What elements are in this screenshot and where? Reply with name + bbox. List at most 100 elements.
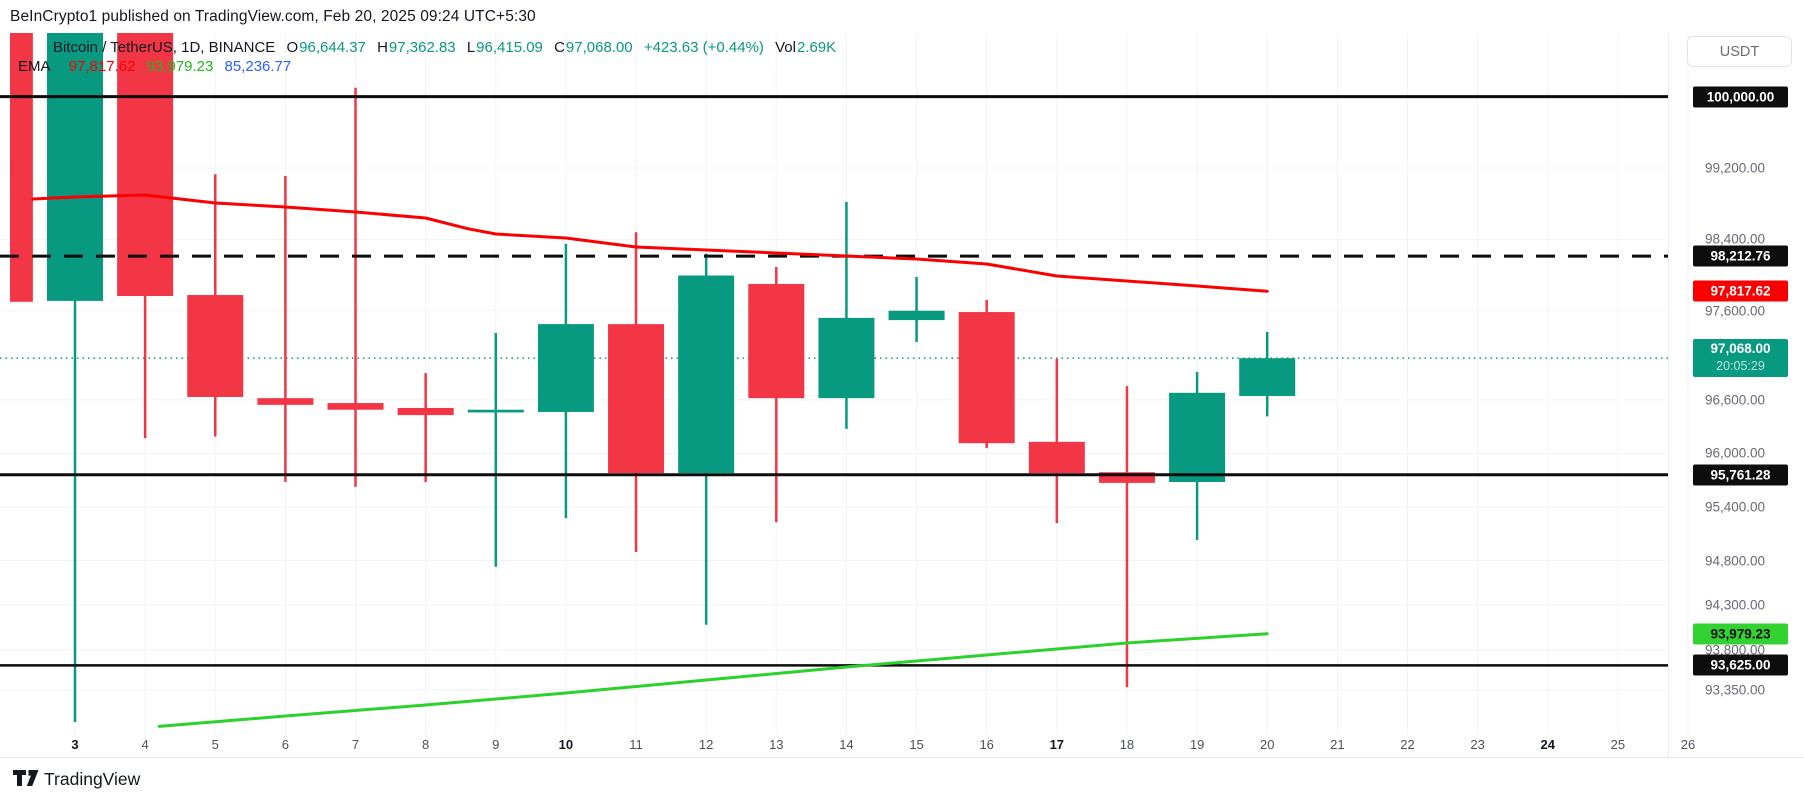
time-axis-label: 7 bbox=[351, 737, 360, 752]
symbol-title[interactable]: Bitcoin / TetherUS, 1D, BINANCE bbox=[53, 39, 276, 56]
candle-body bbox=[117, 33, 174, 297]
price-axis-label: 94,800.00 bbox=[1705, 553, 1766, 568]
candle-body bbox=[10, 33, 33, 302]
ema-fast-value: 97,817.62 bbox=[68, 58, 136, 75]
time-axis-label: 9 bbox=[492, 737, 500, 752]
candle-body bbox=[608, 324, 665, 474]
candle-body bbox=[257, 398, 314, 405]
low-value: 96,415.09 bbox=[476, 39, 543, 56]
price-axis-marked-label: 97,817.62 bbox=[1693, 280, 1788, 302]
candle-day-2 bbox=[10, 33, 33, 302]
candle-body bbox=[1239, 358, 1296, 396]
ema-label[interactable]: EMA bbox=[18, 58, 51, 75]
time-axis-label: 20 bbox=[1259, 737, 1275, 752]
candle-day-4 bbox=[117, 33, 174, 439]
price-axis-label: 96,000.00 bbox=[1705, 445, 1766, 461]
time-axis-label: 24 bbox=[1540, 737, 1555, 752]
price-axis-marked-label: 98,212.76 bbox=[1693, 245, 1788, 267]
high-label: H bbox=[377, 39, 388, 56]
time-axis-label: 21 bbox=[1330, 737, 1345, 752]
time-axis-label: 16 bbox=[979, 737, 994, 752]
open-label: O bbox=[286, 39, 299, 56]
candles-layer bbox=[10, 33, 1296, 722]
candle-day-6 bbox=[257, 176, 314, 483]
candle-day-17 bbox=[1028, 358, 1085, 524]
candle-day-18 bbox=[1098, 386, 1155, 688]
ema-fast-red-line bbox=[31, 193, 1269, 293]
price-axis-marked-label: 93,979.23 bbox=[1693, 623, 1788, 645]
change-value: +423.63 (+0.44%) bbox=[643, 39, 764, 56]
time-axis-label: 8 bbox=[422, 737, 430, 752]
time-axis-label: 10 bbox=[558, 737, 574, 752]
candle-body bbox=[958, 312, 1015, 444]
time-axis-label: 6 bbox=[281, 737, 289, 752]
price-axis-marked-label: 93,625.00 bbox=[1693, 654, 1788, 676]
time-axis-label: 22 bbox=[1400, 737, 1415, 752]
candle-body bbox=[187, 295, 244, 397]
chart-legend: Bitcoin / TetherUS, 1D, BINANCE O96,644.… bbox=[18, 39, 843, 75]
close-value: 97,068.00 bbox=[565, 39, 633, 56]
candlestick-chart[interactable] bbox=[0, 0, 1804, 757]
ema-slow-value: 93,979.23 bbox=[146, 58, 214, 75]
candle-body bbox=[748, 283, 805, 399]
tradingview-logo-icon bbox=[13, 770, 39, 786]
candle-body bbox=[327, 403, 384, 410]
time-axis-label: 26 bbox=[1680, 737, 1696, 752]
candle-day-5 bbox=[187, 174, 244, 437]
high-value: 97,362.83 bbox=[388, 39, 456, 56]
volume-label: Vol bbox=[775, 39, 796, 56]
close-label: C bbox=[554, 39, 565, 56]
price-axis-label: 93,800.00 bbox=[1705, 642, 1766, 658]
candle-day-19 bbox=[1169, 371, 1226, 540]
candle-body bbox=[888, 310, 945, 321]
time-axis-label: 12 bbox=[698, 737, 714, 752]
price-axis-label: 93,350.00 bbox=[1705, 682, 1766, 698]
time-axis-label: 11 bbox=[629, 737, 643, 752]
volume-value: 2.69K bbox=[796, 39, 837, 56]
bar-countdown-timer: 20:05:29 bbox=[1716, 359, 1765, 374]
candle-body bbox=[467, 409, 524, 413]
time-axis-label: 5 bbox=[211, 737, 219, 752]
published-byline: BeInCrypto1 published on TradingView.com… bbox=[10, 8, 536, 25]
current-price-value: 97,068.00 bbox=[1710, 341, 1771, 357]
candle-day-9 bbox=[467, 333, 524, 567]
candle-body bbox=[537, 324, 594, 412]
candle-body bbox=[678, 275, 735, 474]
time-axis-label: 13 bbox=[769, 737, 784, 752]
price-axis-label: 97,600.00 bbox=[1705, 303, 1766, 319]
candle-day-15 bbox=[888, 276, 945, 342]
currency-toggle-button[interactable]: USDT bbox=[1687, 36, 1792, 67]
time-axis-label: 23 bbox=[1470, 737, 1485, 752]
candle-day-7 bbox=[327, 87, 384, 487]
price-axis-marked-label: 95,761.28 bbox=[1693, 464, 1788, 486]
candle-body bbox=[818, 317, 875, 399]
candle-day-20 bbox=[1239, 331, 1296, 417]
candle-day-11 bbox=[608, 232, 665, 553]
price-axis-label: 99,200.00 bbox=[1705, 160, 1766, 176]
ema-long-value: 85,236.77 bbox=[224, 58, 292, 75]
candle-body bbox=[397, 407, 454, 416]
candle-day-12 bbox=[678, 253, 735, 625]
time-axis-label: 17 bbox=[1049, 737, 1065, 752]
time-axis-label: 19 bbox=[1189, 737, 1205, 752]
low-label: L bbox=[466, 39, 476, 56]
open-value: 96,644.37 bbox=[299, 39, 366, 56]
time-axis-label: 15 bbox=[909, 737, 924, 752]
price-axis-label: 96,600.00 bbox=[1705, 392, 1766, 408]
footer-divider bbox=[0, 757, 1804, 758]
price-axis-marked-label: 100,000.00 bbox=[1693, 86, 1788, 108]
candle-day-10 bbox=[537, 243, 594, 519]
candle-day-8 bbox=[397, 373, 454, 483]
candle-body bbox=[1098, 472, 1155, 483]
candle-body bbox=[1169, 392, 1226, 483]
candle-day-13 bbox=[748, 267, 805, 523]
legend-symbol-row: Bitcoin / TetherUS, 1D, BINANCE O96,644.… bbox=[53, 39, 843, 56]
tradingview-brand-text: TradingView bbox=[44, 769, 141, 789]
time-axis-label: 14 bbox=[839, 737, 854, 752]
time-axis-label: 3 bbox=[71, 737, 79, 752]
time-axis-label: 4 bbox=[141, 737, 149, 752]
candle-day-14 bbox=[818, 201, 875, 429]
current-price-label: 97,068.00 20:05:29 bbox=[1693, 339, 1788, 378]
time-axis-label: 25 bbox=[1610, 737, 1626, 752]
